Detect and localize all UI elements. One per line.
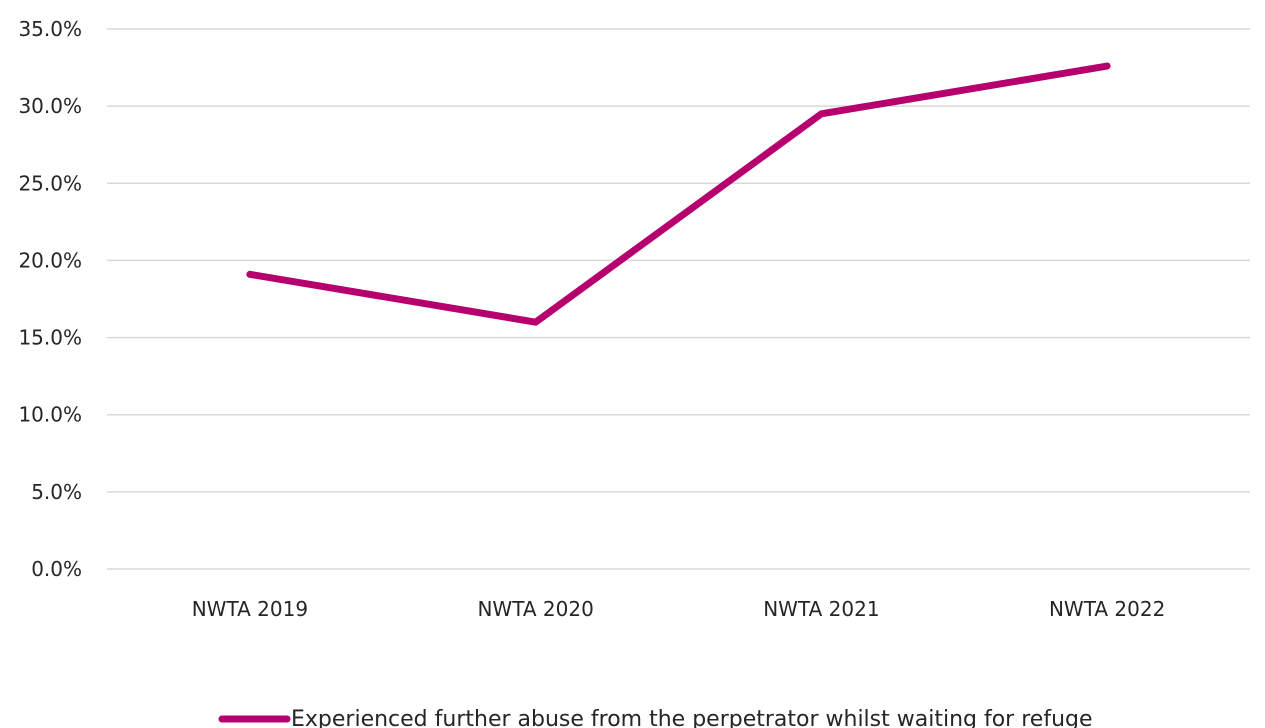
y-tick-label: 10.0% (18, 403, 82, 427)
y-tick-label: 15.0% (18, 326, 82, 350)
y-tick-label: 25.0% (18, 171, 82, 195)
series-line-0 (246, 62, 1111, 326)
y-tick-label: 0.0% (31, 557, 82, 581)
y-tick-label: 30.0% (18, 94, 82, 118)
x-axis-tick-labels: NWTA 2019 NWTA 2020 NWTA 2021 NWTA 2022 (192, 597, 1166, 621)
y-tick-label: 20.0% (18, 248, 82, 272)
y-tick-label: 5.0% (31, 480, 82, 504)
legend: Experienced further abuse from the perpe… (218, 707, 1093, 728)
x-tick-label: NWTA 2020 (477, 597, 593, 621)
x-tick-label: NWTA 2021 (763, 597, 879, 621)
x-tick-label: NWTA 2019 (192, 597, 308, 621)
x-tick-label: NWTA 2022 (1049, 597, 1165, 621)
y-tick-label: 35.0% (18, 17, 82, 41)
y-axis-tick-labels: 0.0% 5.0% 10.0% 15.0% 20.0% 25.0% 30.0% 35.0% (18, 17, 82, 581)
legend-label-series-0: Experienced further abuse from the perpe… (291, 707, 1093, 728)
gridlines (107, 28, 1250, 570)
series-lines (246, 62, 1111, 326)
